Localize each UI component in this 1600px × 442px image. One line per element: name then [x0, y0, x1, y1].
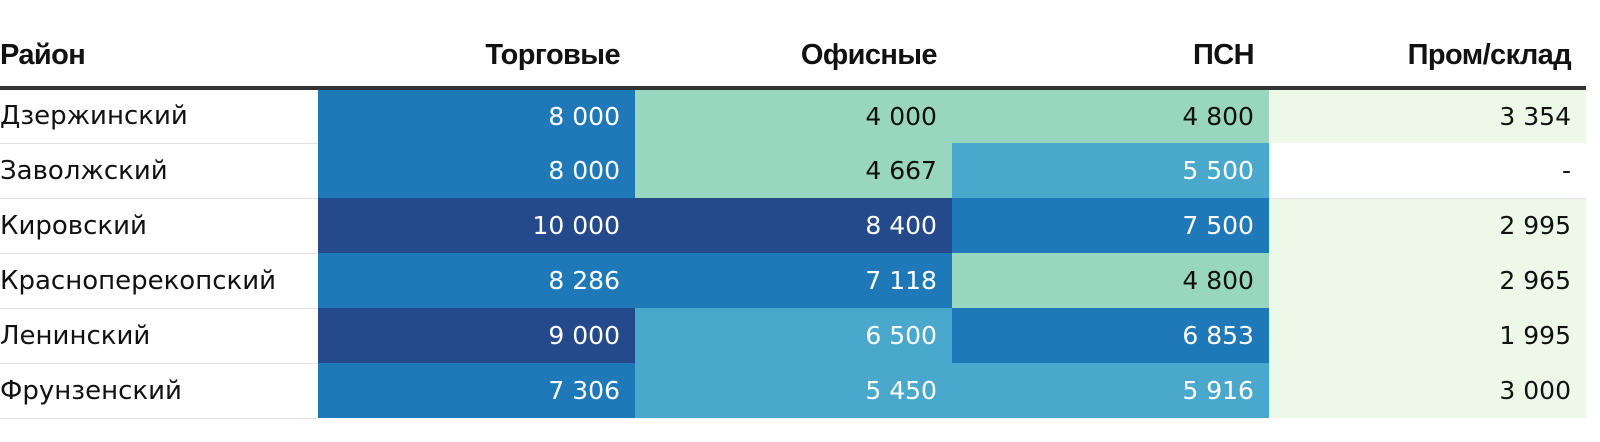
cell-industrial-warehouse: 3 354	[1268, 88, 1586, 143]
table-row: Красноперекопский 8 286 7 118 4 800 2 965	[0, 253, 1586, 309]
cell-office: 8 400	[634, 198, 952, 253]
cell-psn: 4 800	[951, 88, 1269, 143]
table-body: Дзержинский 8 000 4 000 4 800 3 354 Заволжски…	[0, 88, 1586, 419]
cell-office: 4 667	[634, 143, 952, 198]
column-header-psn[interactable]: ПСН	[951, 24, 1269, 90]
cell-office: 4 000	[634, 88, 952, 143]
cell-retail: 7 306	[318, 363, 635, 418]
row-label-district: Дзержинский	[0, 88, 318, 144]
cell-psn: 7 500	[951, 198, 1269, 253]
column-header-office[interactable]: Офисные	[634, 24, 952, 90]
column-header-retail[interactable]: Торговые	[318, 24, 635, 90]
cell-psn: 5 916	[951, 363, 1269, 418]
cell-office: 6 500	[634, 308, 952, 363]
heatmap-table: Район Торговые Офисные ПСН Пром/склад Дз…	[0, 24, 1586, 419]
cell-office: 5 450	[634, 363, 952, 418]
table-row: Фрунзенский 7 306 5 450 5 916 3 000	[0, 363, 1586, 419]
cell-industrial-warehouse: 2 995	[1268, 198, 1586, 253]
table-row: Дзержинский 8 000 4 000 4 800 3 354	[0, 88, 1586, 144]
header-row: Район Торговые Офисные ПСН Пром/склад	[0, 24, 1586, 90]
cell-retail: 10 000	[318, 198, 635, 253]
row-label-district: Заволжский	[0, 143, 318, 199]
cell-office: 7 118	[634, 253, 952, 308]
cell-industrial-warehouse: 3 000	[1268, 363, 1586, 418]
row-label-district: Кировский	[0, 198, 318, 254]
cell-psn: 4 800	[951, 253, 1269, 308]
cell-psn: 6 853	[951, 308, 1269, 363]
table-row: Заволжский 8 000 4 667 5 500-	[0, 143, 1586, 199]
cell-retail: 8 286	[318, 253, 635, 308]
cell-industrial-warehouse: 2 965	[1268, 253, 1586, 308]
row-label-district: Красноперекопский	[0, 253, 318, 309]
cell-retail: 8 000	[318, 88, 635, 143]
cell-retail: 9 000	[318, 308, 635, 363]
column-header-industrial-warehouse[interactable]: Пром/склад	[1268, 24, 1586, 90]
table-row: Кировский 10 000 8 400 7 500 2 995	[0, 198, 1586, 254]
cell-psn: 5 500	[951, 143, 1269, 198]
cell-industrial-warehouse: 1 995	[1268, 308, 1586, 363]
table-row: Ленинский 9 000 6 500 6 853 1 995	[0, 308, 1586, 364]
cell-retail: 8 000	[318, 143, 635, 198]
row-label-district: Ленинский	[0, 308, 318, 364]
cell-industrial-warehouse: -	[1268, 143, 1586, 199]
column-header-district[interactable]: Район	[0, 24, 318, 90]
row-label-district: Фрунзенский	[0, 363, 318, 419]
